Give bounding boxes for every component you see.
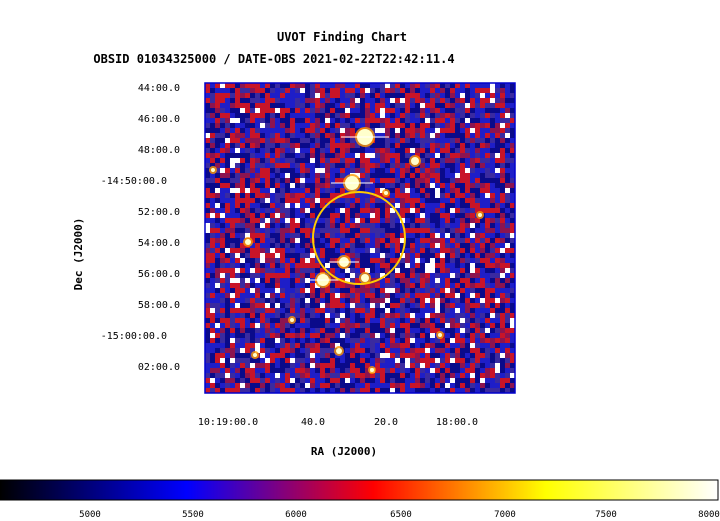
x-tick-label: 10:19:00.0 — [198, 417, 258, 428]
x-tick-label: 18:00.0 — [436, 417, 478, 428]
star — [361, 274, 369, 282]
stars-layer — [209, 127, 484, 374]
y-tick-label: 58:00.0 — [138, 300, 180, 311]
colorbar-tick-label: 8000 — [698, 510, 720, 520]
x-axis-ticks: 10:19:00.0 40.0 20.0 18:00.0 — [198, 417, 478, 428]
y-tick-label: -15:00:00.0 — [101, 331, 167, 342]
star — [384, 191, 388, 195]
star — [290, 318, 294, 322]
image-frame — [204, 82, 516, 394]
star — [478, 213, 482, 217]
y-tick-label: 48:00.0 — [138, 145, 180, 156]
star — [211, 168, 215, 172]
colorbar-tick-label: 5000 — [79, 510, 101, 520]
noise-layer — [205, 83, 515, 393]
chart-title: UVOT Finding Chart — [277, 30, 407, 44]
y-tick-label: 52:00.0 — [138, 207, 180, 218]
y-tick-label: 46:00.0 — [138, 114, 180, 125]
star — [370, 368, 374, 372]
y-tick-label: -14:50:00.0 — [101, 176, 167, 187]
source-region-circle — [312, 191, 406, 285]
star — [245, 239, 251, 245]
x-axis-label: RA (J2000) — [311, 445, 377, 458]
y-tick-label: 44:00.0 — [138, 83, 180, 94]
star — [438, 333, 442, 337]
x-tick-label: 40.0 — [301, 417, 325, 428]
colorbar-tick-label: 5500 — [182, 510, 204, 520]
star — [336, 348, 342, 354]
colorbar-tick-label: 7500 — [595, 510, 617, 520]
x-tick-label: 20.0 — [374, 417, 398, 428]
y-axis-ticks: 44:00.0 46:00.0 48:00.0 -14:50:00.0 52:0… — [101, 83, 180, 373]
star — [411, 157, 419, 165]
colorbar-tick-label: 6000 — [285, 510, 307, 520]
sky-image — [204, 82, 516, 394]
y-axis-label: Dec (J2000) — [72, 218, 85, 291]
star — [253, 353, 257, 357]
colorbar-tick-label: 6500 — [390, 510, 412, 520]
chart-subtitle: OBSID 01034325000 / DATE-OBS 2021-02-22T… — [93, 52, 454, 66]
colorbar-ticks: 5000 5500 6000 6500 7000 7500 8000 — [79, 510, 720, 520]
y-tick-label: 02:00.0 — [138, 362, 180, 373]
y-tick-label: 54:00.0 — [138, 238, 180, 249]
colorbar-tick-label: 7000 — [494, 510, 516, 520]
colorbar — [0, 479, 719, 501]
y-tick-label: 56:00.0 — [138, 269, 180, 280]
